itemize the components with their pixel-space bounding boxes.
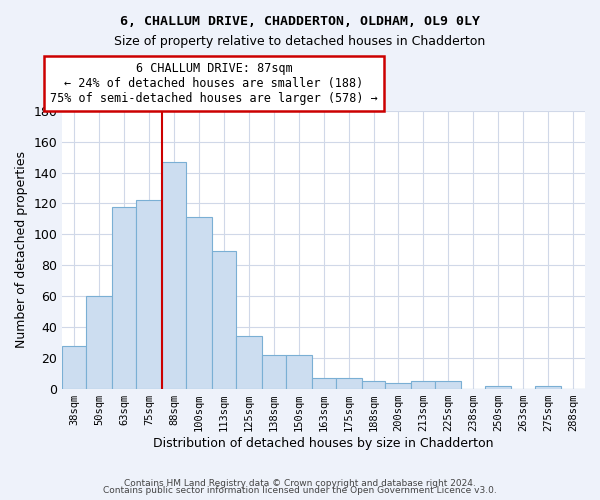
Bar [186,218,212,389]
Text: 6, CHALLUM DRIVE, CHADDERTON, OLDHAM, OL9 0LY: 6, CHALLUM DRIVE, CHADDERTON, OLDHAM, OL… [120,15,480,28]
Bar [385,383,412,389]
Bar [86,296,112,389]
Bar [62,346,86,389]
Y-axis label: Number of detached properties: Number of detached properties [15,152,28,348]
Bar [311,378,335,389]
Text: Contains HM Land Registry data © Crown copyright and database right 2024.: Contains HM Land Registry data © Crown c… [124,478,476,488]
Bar [162,162,186,389]
X-axis label: Distribution of detached houses by size in Chadderton: Distribution of detached houses by size … [154,437,494,450]
Bar [286,355,311,389]
Bar [112,206,136,389]
Bar [412,382,436,389]
Bar [236,336,262,389]
Bar [362,382,385,389]
Bar [436,382,461,389]
Text: Contains public sector information licensed under the Open Government Licence v3: Contains public sector information licen… [103,486,497,495]
Bar [535,386,561,389]
Bar [335,378,362,389]
Text: Size of property relative to detached houses in Chadderton: Size of property relative to detached ho… [115,35,485,48]
Text: 6 CHALLUM DRIVE: 87sqm
← 24% of detached houses are smaller (188)
75% of semi-de: 6 CHALLUM DRIVE: 87sqm ← 24% of detached… [50,62,378,105]
Bar [136,200,162,389]
Bar [262,355,286,389]
Bar [212,252,236,389]
Bar [485,386,511,389]
